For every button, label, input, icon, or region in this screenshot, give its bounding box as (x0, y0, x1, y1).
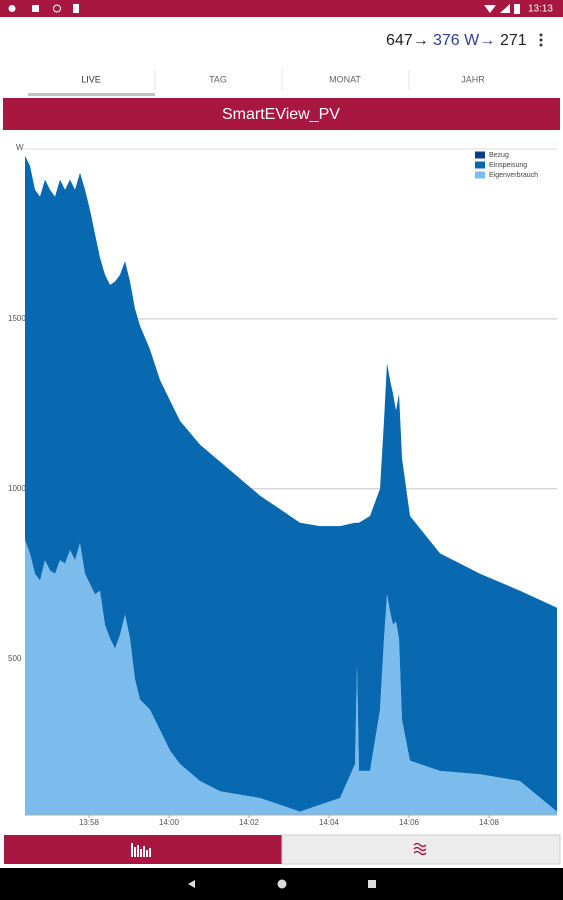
x-tick-label: 14:08 (479, 818, 500, 827)
nav-back[interactable] (188, 880, 195, 888)
legend-label: Eigenverbrauch (489, 172, 538, 179)
bar-icon (131, 843, 151, 857)
legend-label: Einspeisung (489, 162, 527, 169)
nav-recent[interactable] (368, 880, 376, 888)
legend-label: Bezug (489, 152, 509, 159)
area-layer (25, 155, 557, 815)
y-tick-label: 1000 (8, 484, 26, 493)
x-tick-label: 14:06 (399, 818, 420, 827)
status-icon (32, 5, 39, 12)
x-tick-label: 14:04 (319, 818, 340, 827)
chart-title: SmartEView_PV (222, 106, 340, 123)
tab-indicator (28, 93, 155, 96)
signal-icon (500, 4, 510, 13)
tab[interactable]: TAG (209, 74, 227, 84)
flow-in: 647→ (386, 32, 429, 49)
legend-swatch (475, 161, 485, 169)
chart: W 500 1000 1500 13:58 14:00 14:02 14:04 14:06 14… (8, 143, 557, 827)
legend-swatch (475, 151, 485, 159)
x-tick-label: 14:00 (159, 818, 180, 827)
nav-home[interactable] (277, 879, 287, 889)
y-tick-label: 1500 (8, 314, 26, 323)
status-icon (8, 5, 16, 12)
status-icon (73, 4, 79, 13)
status-icon (53, 4, 61, 13)
flow-out: 271 (500, 32, 527, 49)
tab[interactable]: MONAT (329, 74, 361, 84)
overflow-menu[interactable] (539, 33, 543, 47)
y-unit-label: W (16, 143, 24, 152)
y-tick-label: 500 (8, 654, 22, 663)
tab[interactable]: JAHR (461, 74, 485, 84)
status-time: 13:13 (528, 4, 553, 15)
area-series (25, 155, 557, 812)
wifi-icon (484, 5, 496, 13)
status-bar (0, 0, 563, 17)
area-series (25, 539, 557, 815)
flow-mid: 376 W→ (433, 32, 495, 49)
battery-icon (514, 4, 520, 14)
x-tick-label: 14:02 (239, 818, 260, 827)
legend-swatch (475, 171, 485, 179)
x-tick-label: 13:58 (79, 818, 100, 827)
area-icon (413, 842, 427, 856)
tab[interactable]: LIVE (81, 74, 101, 84)
title-bar (3, 98, 560, 130)
